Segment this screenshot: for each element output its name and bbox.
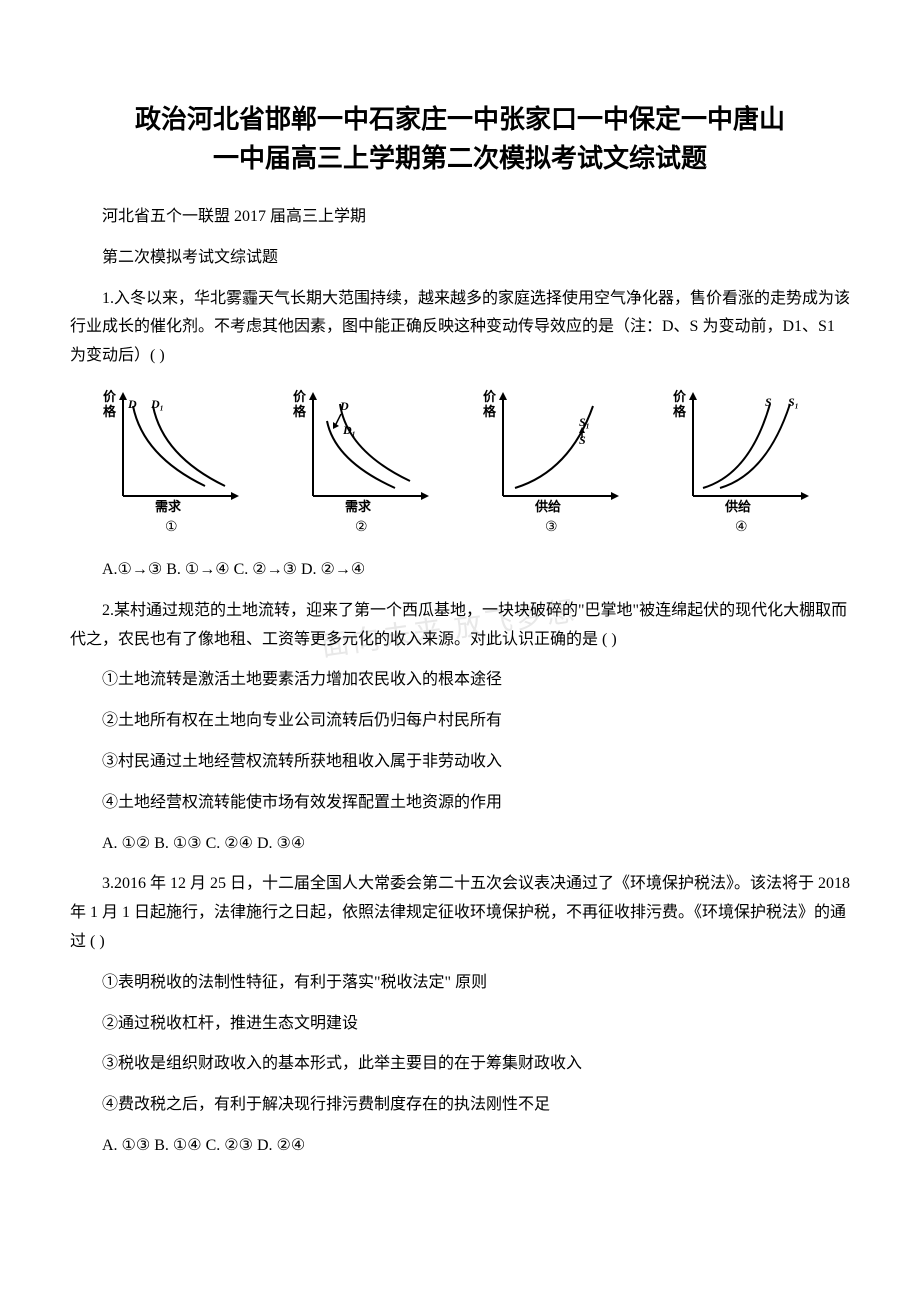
- title-line-1: 政治河北省邯郸一中石家庄一中张家口一中保定一中唐山: [135, 105, 785, 134]
- svg-text:格: 格: [293, 404, 307, 419]
- question-2-opt2: ②土地所有权在土地向专业公司流转后仍归每户村民所有: [70, 707, 850, 736]
- question-2-text: 2.某村通过规范的土地流转，迎来了第一个西瓜基地，一块块破碎的"巴掌地"被连绵起…: [70, 597, 850, 655]
- question-2-opt1: ①土地流转是激活土地要素活力增加农民收入的根本途径: [70, 666, 850, 695]
- chart-1: 价 格 D D₁ 需求 ①: [95, 386, 255, 536]
- chart-3: 价 格 S₁ S 供给 ③: [475, 386, 635, 536]
- svg-text:S: S: [765, 395, 772, 409]
- svg-text:价: 价: [483, 389, 497, 404]
- chart-4: 价 格 S S₁ 供给 ④: [665, 386, 825, 536]
- svg-text:D: D: [127, 397, 137, 411]
- chart2-number: ②: [355, 520, 368, 535]
- subtitle-1: 河北省五个一联盟 2017 届高三上学期: [70, 203, 850, 232]
- chart1-xlabel: 需求: [155, 499, 182, 514]
- question-2-opt3: ③村民通过土地经营权流转所获地租收入属于非劳动收入: [70, 748, 850, 777]
- chart-2: 价 格 D D₁ 需求 ②: [285, 386, 445, 536]
- title-line-2: 一中届高三上学期第二次模拟考试文综试题: [213, 144, 707, 173]
- chart4-number: ④: [735, 520, 748, 535]
- svg-text:D₁: D₁: [342, 423, 356, 437]
- question-1-options: A.①→③ B. ①→④ C. ②→③ D. ②→④: [70, 556, 850, 585]
- question-2-options: A. ①② B. ①③ C. ②④ D. ③④: [70, 830, 850, 859]
- charts-row: 价 格 D D₁ 需求 ① 价 格 D D₁: [70, 386, 850, 536]
- question-3-opt3: ③税收是组织财政收入的基本形式，此举主要目的在于筹集财政收入: [70, 1050, 850, 1079]
- question-3-opt4: ④费改税之后，有利于解决现行排污费制度存在的执法刚性不足: [70, 1091, 850, 1120]
- chart2-xlabel: 需求: [345, 499, 372, 514]
- question-3-options: A. ①③ B. ①④ C. ②③ D. ②④: [70, 1132, 850, 1161]
- svg-text:价: 价: [673, 389, 687, 404]
- svg-text:S₁: S₁: [579, 415, 590, 429]
- svg-text:格: 格: [103, 404, 117, 419]
- svg-text:D₁: D₁: [150, 397, 164, 411]
- svg-text:D: D: [339, 399, 349, 413]
- question-2-opt4: ④土地经营权流转能使市场有效发挥配置土地资源的作用: [70, 789, 850, 818]
- chart4-xlabel: 供给: [724, 499, 751, 514]
- chart3-number: ③: [545, 520, 558, 535]
- svg-text:价: 价: [293, 389, 307, 404]
- question-3-text: 3.2016 年 12 月 25 日，十二届全国人大常委会第二十五次会议表决通过…: [70, 870, 850, 956]
- svg-text:S₁: S₁: [788, 395, 799, 409]
- chart3-xlabel: 供给: [534, 499, 561, 514]
- chart1-ylabel: 价: [103, 389, 117, 404]
- document-title: 政治河北省邯郸一中石家庄一中张家口一中保定一中唐山 一中届高三上学期第二次模拟考…: [70, 100, 850, 178]
- subtitle-2: 第二次模拟考试文综试题: [70, 244, 850, 273]
- question-3-opt1: ①表明税收的法制性特征，有利于落实"税收法定" 原则: [70, 969, 850, 998]
- svg-text:格: 格: [673, 404, 687, 419]
- question-1-text: 1.入冬以来，华北雾霾天气长期大范围持续，越来越多的家庭选择使用空气净化器，售价…: [70, 285, 850, 371]
- chart1-number: ①: [165, 520, 178, 535]
- question-3-opt2: ②通过税收杠杆，推进生态文明建设: [70, 1010, 850, 1039]
- svg-text:格: 格: [483, 404, 497, 419]
